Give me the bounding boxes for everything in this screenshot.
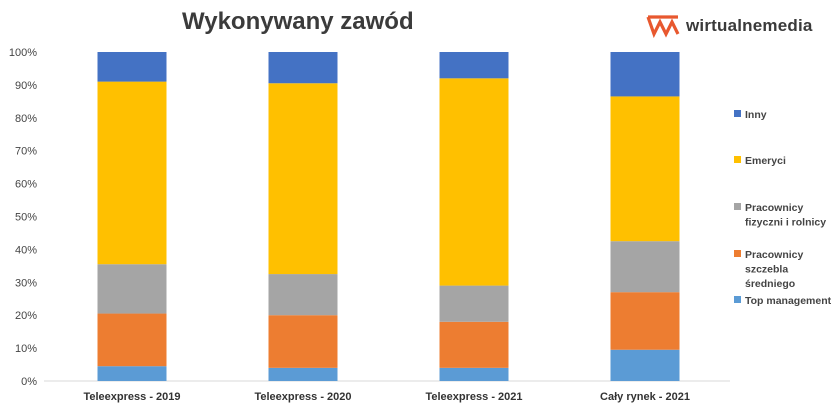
bar-segment xyxy=(439,78,509,286)
legend-label: średniego xyxy=(745,278,795,290)
bar-segment xyxy=(268,367,338,381)
y-tick-label: 80% xyxy=(15,113,37,125)
legend-label: Emeryci xyxy=(745,155,786,167)
bar-segment xyxy=(610,292,680,350)
legend-label: fizyczni i rolnicy xyxy=(745,217,826,229)
bar-segment xyxy=(268,274,338,316)
bar-segment xyxy=(97,313,167,367)
legend-marker xyxy=(734,156,741,163)
y-tick-label: 90% xyxy=(15,80,37,92)
bar-segment xyxy=(439,285,509,322)
wm-logo-icon xyxy=(646,15,680,38)
y-tick-label: 20% xyxy=(15,310,37,322)
bar-segment xyxy=(610,96,680,242)
bar-segment xyxy=(610,52,680,97)
legend-label: szczebla xyxy=(745,264,788,276)
bar-segment xyxy=(97,81,167,265)
bar-segment xyxy=(439,367,509,381)
legend-marker xyxy=(734,296,741,303)
category-label: Teleexpress - 2021 xyxy=(425,391,522,403)
bar-segment xyxy=(268,52,338,84)
y-tick-label: 60% xyxy=(15,179,37,191)
brand-logo: wirtualnemedia xyxy=(646,14,813,38)
legend-marker xyxy=(734,250,741,257)
bar-segment xyxy=(610,349,680,381)
brand-name: wirtualnemedia xyxy=(686,16,813,35)
y-tick-label: 40% xyxy=(15,244,37,256)
legend-label: Pracownicy xyxy=(745,249,804,261)
y-tick-label: 50% xyxy=(15,212,37,224)
y-tick-label: 100% xyxy=(9,47,37,59)
legend-label: Inny xyxy=(745,109,767,121)
bar-segment xyxy=(97,52,167,82)
bar-segment xyxy=(610,241,680,293)
bar-segment xyxy=(268,315,338,368)
legend-label: Pracownicy xyxy=(745,202,804,214)
chart-title: Wykonywany zawód xyxy=(182,8,414,35)
bar-segment xyxy=(97,366,167,381)
bar-segment xyxy=(268,83,338,275)
legend-marker xyxy=(734,203,741,210)
category-label: Teleexpress - 2019 xyxy=(83,391,180,403)
bar-segment xyxy=(97,264,167,314)
bar-segment xyxy=(439,321,509,368)
legend-marker xyxy=(734,110,741,117)
category-label: Cały rynek - 2021 xyxy=(600,391,690,403)
category-label: Teleexpress - 2020 xyxy=(254,391,351,403)
bar-segment xyxy=(439,52,509,79)
y-tick-label: 70% xyxy=(15,146,37,158)
y-tick-label: 30% xyxy=(15,277,37,289)
legend-label: Top management xyxy=(745,295,832,307)
y-tick-label: 10% xyxy=(15,343,37,355)
y-tick-label: 0% xyxy=(21,376,37,388)
